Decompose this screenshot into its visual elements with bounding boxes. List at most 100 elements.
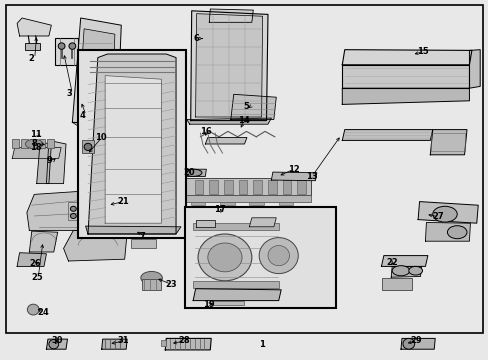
Ellipse shape bbox=[391, 266, 409, 276]
Polygon shape bbox=[342, 50, 471, 65]
Text: 23: 23 bbox=[165, 280, 177, 289]
Bar bbox=[220, 202, 234, 205]
Bar bbox=[190, 202, 205, 205]
Text: 14: 14 bbox=[237, 116, 249, 125]
Ellipse shape bbox=[70, 206, 76, 211]
Bar bbox=[142, 279, 161, 290]
Polygon shape bbox=[72, 115, 125, 128]
Text: 8: 8 bbox=[32, 139, 38, 148]
Bar bbox=[224, 180, 232, 194]
Polygon shape bbox=[27, 191, 112, 230]
Text: 16: 16 bbox=[200, 127, 212, 136]
Bar bbox=[184, 207, 336, 308]
Bar bbox=[25, 43, 40, 50]
Bar bbox=[30, 139, 37, 148]
Polygon shape bbox=[102, 339, 127, 349]
Bar bbox=[238, 180, 247, 194]
Polygon shape bbox=[209, 9, 253, 22]
Bar bbox=[21, 139, 28, 148]
Ellipse shape bbox=[100, 66, 105, 71]
Bar bbox=[297, 180, 305, 194]
Text: 22: 22 bbox=[386, 258, 397, 267]
Bar bbox=[47, 139, 54, 148]
Text: 18: 18 bbox=[30, 143, 42, 152]
Ellipse shape bbox=[79, 206, 85, 211]
Text: 17: 17 bbox=[214, 205, 225, 214]
Text: 29: 29 bbox=[410, 336, 422, 346]
Text: 3: 3 bbox=[66, 89, 72, 98]
Bar bbox=[210, 301, 244, 305]
Ellipse shape bbox=[184, 169, 202, 176]
Text: 15: 15 bbox=[416, 48, 427, 57]
Text: 6: 6 bbox=[193, 34, 199, 43]
Bar bbox=[209, 180, 218, 194]
Polygon shape bbox=[12, 148, 61, 158]
Text: 4: 4 bbox=[80, 111, 85, 120]
Polygon shape bbox=[425, 222, 469, 241]
Bar bbox=[12, 139, 19, 148]
Ellipse shape bbox=[207, 243, 242, 272]
Ellipse shape bbox=[402, 338, 414, 349]
Bar bbox=[253, 180, 262, 194]
Bar bbox=[194, 180, 203, 194]
Text: 9: 9 bbox=[46, 156, 52, 165]
Ellipse shape bbox=[267, 246, 289, 266]
Polygon shape bbox=[72, 18, 121, 122]
Polygon shape bbox=[78, 29, 115, 119]
Polygon shape bbox=[190, 11, 267, 121]
Polygon shape bbox=[85, 226, 181, 234]
Bar bbox=[39, 139, 45, 148]
Polygon shape bbox=[468, 50, 479, 88]
Text: 25: 25 bbox=[32, 274, 43, 282]
Ellipse shape bbox=[141, 271, 162, 284]
Text: 21: 21 bbox=[117, 197, 129, 206]
Polygon shape bbox=[230, 94, 276, 120]
Bar bbox=[193, 281, 278, 288]
Ellipse shape bbox=[432, 206, 456, 222]
Text: 5: 5 bbox=[243, 102, 249, 112]
Text: 7: 7 bbox=[139, 233, 145, 241]
Text: 27: 27 bbox=[431, 212, 443, 221]
Ellipse shape bbox=[86, 66, 91, 71]
Bar bbox=[267, 180, 276, 194]
Polygon shape bbox=[17, 253, 46, 266]
Ellipse shape bbox=[49, 339, 59, 349]
Text: 2: 2 bbox=[28, 54, 34, 63]
Bar bbox=[249, 202, 264, 205]
Bar bbox=[161, 340, 166, 346]
Polygon shape bbox=[417, 202, 477, 223]
Polygon shape bbox=[29, 231, 58, 252]
Bar bbox=[430, 133, 464, 151]
Ellipse shape bbox=[79, 213, 85, 219]
Text: 12: 12 bbox=[287, 165, 299, 174]
Text: 24: 24 bbox=[37, 308, 49, 317]
Polygon shape bbox=[46, 140, 66, 184]
Text: 13: 13 bbox=[305, 172, 317, 181]
Text: 10: 10 bbox=[95, 133, 107, 142]
Polygon shape bbox=[381, 256, 427, 266]
Polygon shape bbox=[46, 339, 67, 349]
Bar bbox=[82, 140, 94, 153]
Ellipse shape bbox=[408, 266, 422, 275]
Ellipse shape bbox=[58, 43, 65, 49]
Ellipse shape bbox=[25, 139, 43, 149]
Ellipse shape bbox=[100, 84, 105, 89]
Bar bbox=[185, 195, 310, 202]
Bar bbox=[68, 202, 93, 220]
Ellipse shape bbox=[86, 84, 91, 89]
Polygon shape bbox=[400, 338, 434, 349]
Ellipse shape bbox=[198, 234, 251, 281]
Bar bbox=[55, 38, 78, 65]
Text: 20: 20 bbox=[183, 167, 195, 176]
Bar bbox=[278, 202, 293, 205]
Text: 1: 1 bbox=[259, 340, 264, 348]
Text: 26: 26 bbox=[29, 259, 41, 268]
Ellipse shape bbox=[447, 226, 466, 239]
Text: 11: 11 bbox=[30, 130, 42, 139]
Ellipse shape bbox=[70, 213, 76, 219]
Bar bbox=[193, 223, 278, 230]
Polygon shape bbox=[105, 76, 161, 223]
Ellipse shape bbox=[259, 238, 298, 274]
Polygon shape bbox=[186, 118, 271, 124]
Polygon shape bbox=[63, 230, 127, 261]
